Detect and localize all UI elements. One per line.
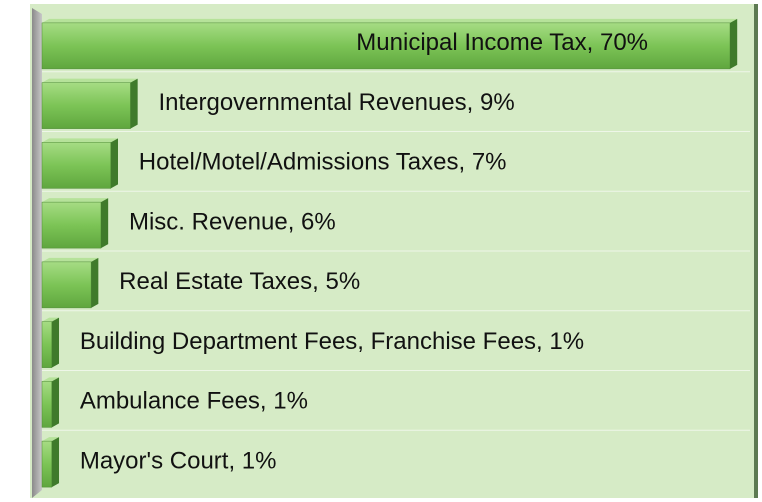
bar-front [41,82,131,129]
bar [41,78,138,129]
bar-side [730,18,738,69]
bar-front [41,321,53,368]
bar [41,317,60,368]
value-label: Hotel/Motel/Admissions Taxes, 7% [139,149,507,176]
value-label: Intergovernmental Revenues, 9% [158,89,514,116]
bar-front [41,440,53,488]
value-label: Building Department Fees, Franchise Fees… [80,328,584,355]
bar-top [42,18,738,23]
bar-side [91,257,99,308]
bar-top [42,317,60,322]
bar [41,138,118,189]
value-label: Misc. Revenue, 6% [129,208,336,235]
bar [41,198,109,249]
value-label: Mayor's Court, 1% [80,447,277,474]
bar-side [100,198,109,249]
bar-front [41,381,53,428]
bar [41,377,60,428]
bar-front [41,142,112,189]
bar [41,18,738,70]
bar [41,257,99,309]
bar-side [130,78,138,129]
bar-top [42,138,118,143]
bar-front [41,261,92,309]
bar [41,437,60,488]
value-label: Ambulance Fees, 1% [80,388,308,415]
bar-side [51,377,60,428]
value-label: Real Estate Taxes, 5% [119,268,360,295]
bar-top [42,78,138,83]
bar-top [42,257,99,262]
bar-front [41,22,731,70]
bar-top [42,437,60,442]
bar-side [51,437,60,488]
bar-front [41,201,102,249]
bar-top [42,198,109,203]
bar-side [51,317,60,368]
bar-top [42,377,60,382]
axis-wall [32,8,42,498]
plot-border [754,4,758,498]
value-label: Municipal Income Tax, 70% [356,29,648,56]
bar-side [110,138,118,189]
